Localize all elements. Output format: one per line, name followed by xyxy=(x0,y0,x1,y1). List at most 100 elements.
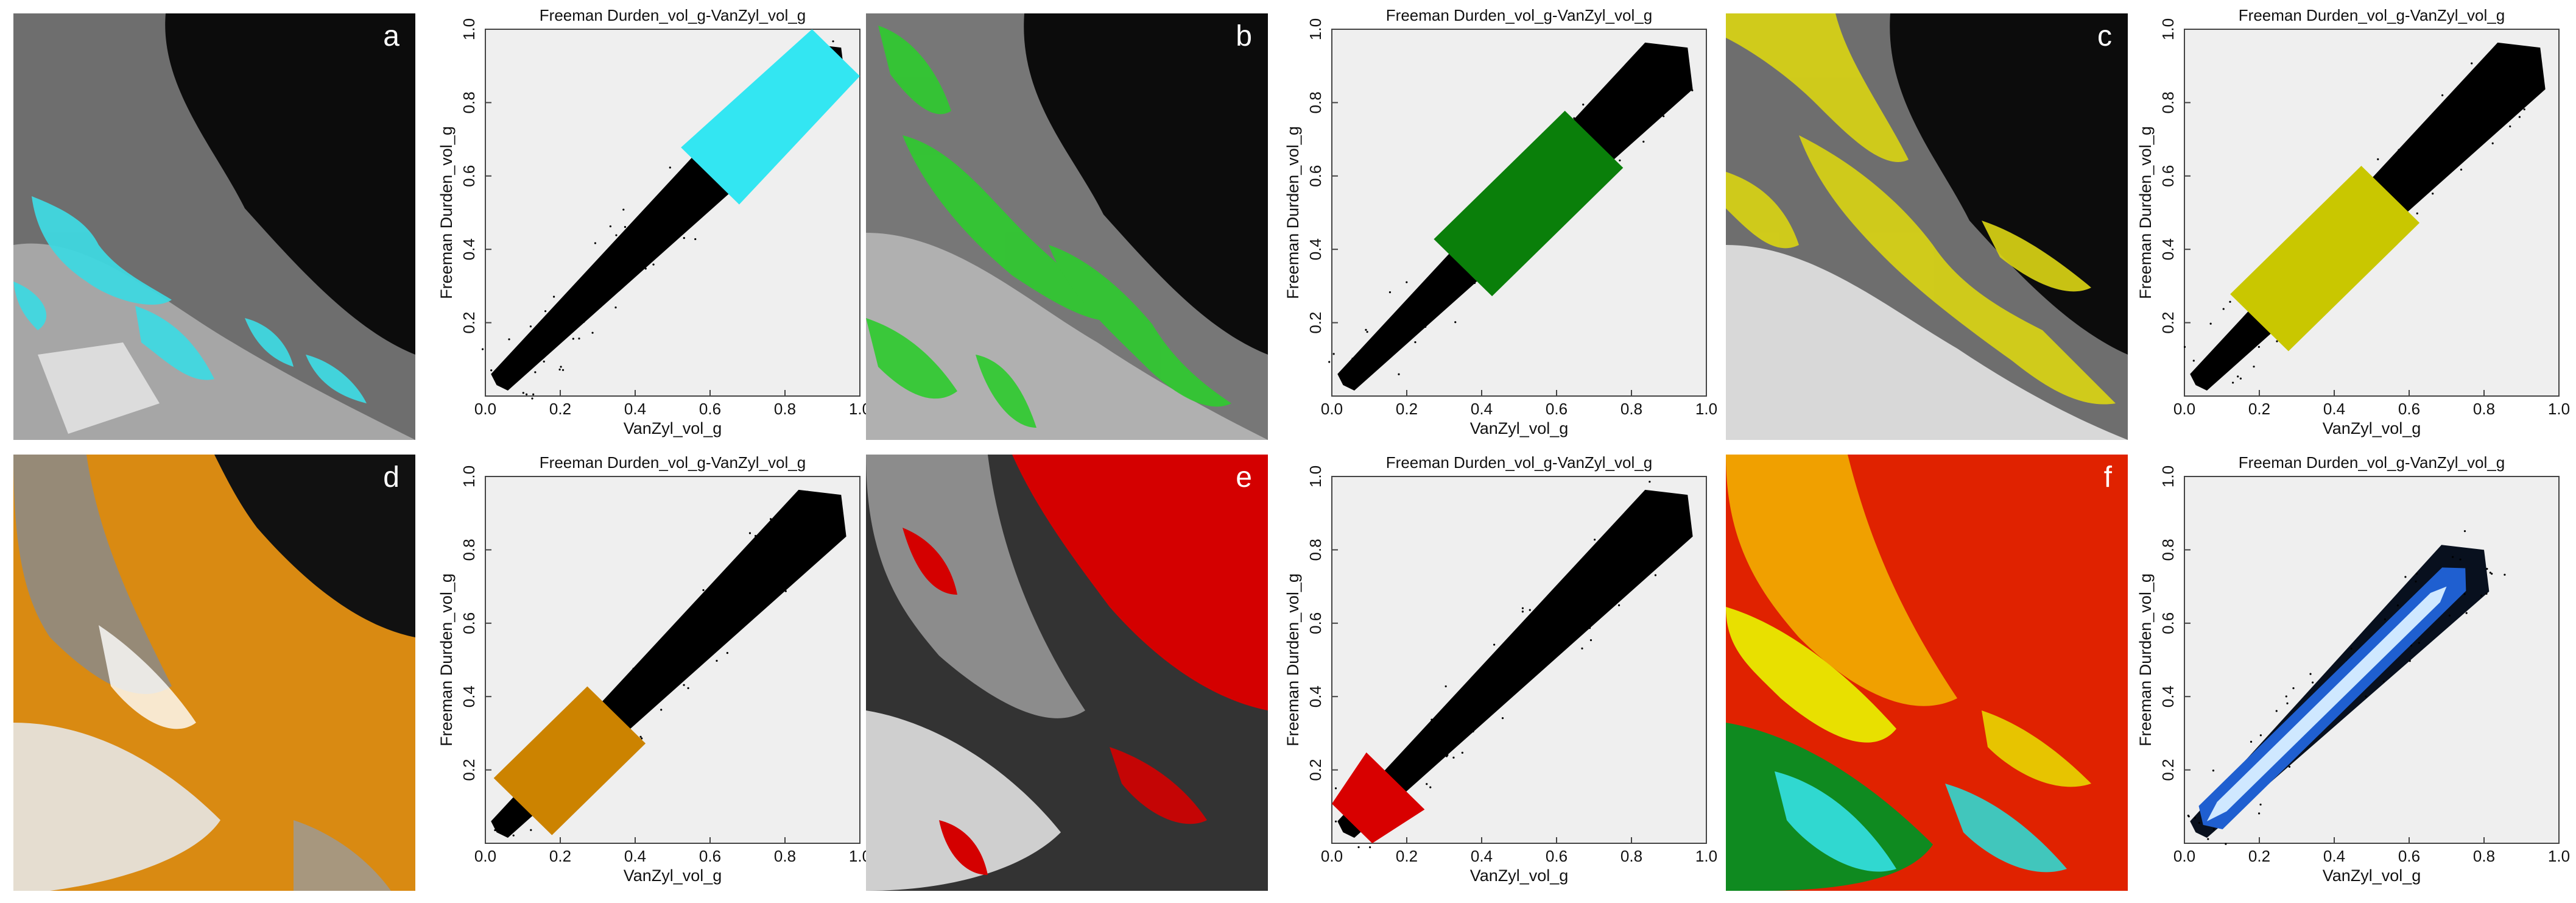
chart-title: Freeman Durden_vol_g-VanZyl_vol_g xyxy=(2239,6,2505,24)
outlier-point xyxy=(1501,717,1504,720)
outlier-point xyxy=(2523,108,2525,111)
outlier-point xyxy=(2430,124,2432,126)
outlier-point xyxy=(1606,567,1609,570)
y-tick-label: 0.2 xyxy=(460,312,478,334)
scatter-svg-d: Freeman Durden_vol_g-VanZyl_vol_g 0.0 0.2 0… xyxy=(437,453,871,885)
x-tick-label: 0.4 xyxy=(1471,400,1493,418)
outlier-point xyxy=(1658,504,1660,506)
outlier-point xyxy=(1597,126,1599,128)
outlier-point xyxy=(1452,286,1454,288)
x-tick-label: 0.4 xyxy=(1471,847,1493,865)
outlier-point xyxy=(1618,134,1621,137)
outlier-point xyxy=(655,205,658,207)
outlier-point xyxy=(2465,612,2468,614)
panel-letter-a: a xyxy=(383,20,399,52)
y-tick-label: 1.0 xyxy=(1306,18,1325,40)
outlier-point xyxy=(737,566,739,568)
outlier-point xyxy=(1672,517,1675,519)
outlier-point xyxy=(815,544,817,547)
outlier-point xyxy=(669,166,671,169)
outlier-point xyxy=(1636,63,1639,66)
y-tick-label: 1.0 xyxy=(2159,18,2177,40)
outlier-point xyxy=(1424,325,1427,328)
outlier-point xyxy=(826,508,828,511)
outlier-point xyxy=(612,692,615,695)
x-tick-label: 1.0 xyxy=(1695,400,1717,418)
outlier-point xyxy=(748,532,751,534)
outlier-point xyxy=(678,189,681,192)
outlier-point xyxy=(1457,710,1459,712)
outlier-point xyxy=(1426,783,1428,785)
outlier-point xyxy=(644,668,647,671)
outlier-point xyxy=(552,296,555,298)
outlier-point xyxy=(738,567,741,570)
outlier-point xyxy=(1649,480,1651,483)
outlier-point xyxy=(1425,747,1427,749)
outlier-point xyxy=(2418,642,2420,644)
outlier-point xyxy=(2228,339,2231,341)
y-tick-label: 0.8 xyxy=(460,91,478,113)
class-overlay-b xyxy=(866,26,1231,428)
outlier-point xyxy=(1613,132,1615,134)
outlier-point xyxy=(544,310,547,313)
outlier-point xyxy=(2455,114,2458,116)
outlier-point xyxy=(2232,381,2234,384)
y-axis-label: Freeman Durden_vol_g xyxy=(437,573,456,746)
outlier-point xyxy=(2209,322,2212,325)
y-tick-label: 0.2 xyxy=(1306,312,1325,334)
outlier-point xyxy=(1402,305,1405,308)
x-axis-label: VanZyl_vol_g xyxy=(1470,866,1569,885)
outlier-point xyxy=(636,232,638,235)
y-axis-label: Freeman Durden_vol_g xyxy=(1284,573,1302,746)
y-tick-label: 1.0 xyxy=(460,18,478,40)
y-tick-label: 0.4 xyxy=(2159,685,2177,707)
scatter-svg-f: Freeman Durden_vol_g-VanZyl_vol_g 0.0 0.2 0… xyxy=(2136,453,2570,885)
outlier-point xyxy=(589,272,591,274)
outlier-point xyxy=(1434,284,1436,286)
outlier-point xyxy=(531,397,533,400)
y-tick-label: 0.2 xyxy=(2159,312,2177,334)
outlier-point xyxy=(1619,159,1621,161)
outlier-point xyxy=(560,300,563,303)
y-tick-label: 0.4 xyxy=(460,238,478,260)
outlier-point xyxy=(1366,331,1368,333)
density-band-core xyxy=(2206,586,2447,821)
outlier-point xyxy=(2404,186,2407,188)
panel-letter-f: f xyxy=(2103,461,2112,494)
outlier-point xyxy=(676,198,679,201)
outlier-point xyxy=(694,238,697,241)
y-tick-label: 0.6 xyxy=(2159,165,2177,187)
outlier-point xyxy=(729,570,731,573)
outlier-point xyxy=(2504,573,2506,576)
outlier-point xyxy=(2463,530,2466,533)
y-axis-label: Freeman Durden_vol_g xyxy=(437,126,456,299)
outlier-point xyxy=(2419,154,2422,157)
y-tick-label: 0.6 xyxy=(2159,612,2177,634)
scatter-plot-a: Freeman Durden_vol_g-VanZyl_vol_g 0.0 0.2 0… xyxy=(434,0,872,442)
outlier-point xyxy=(653,216,656,218)
outlier-point xyxy=(2404,576,2407,578)
scatter-plot-b: Freeman Durden_vol_g-VanZyl_vol_g 0.0 0.2 0… xyxy=(1280,0,1719,442)
outlier-point xyxy=(1632,578,1635,580)
outlier-point xyxy=(678,234,680,236)
outlier-point xyxy=(529,325,532,328)
x-axis-label: VanZyl_vol_g xyxy=(2323,419,2421,437)
x-tick-label: 0.2 xyxy=(549,847,571,865)
outlier-point xyxy=(1617,528,1620,531)
outlier-point xyxy=(674,197,677,200)
outlier-point xyxy=(2212,827,2215,830)
outlier-point xyxy=(626,250,629,252)
outlier-point xyxy=(591,331,594,334)
panel-letter-e: e xyxy=(1236,461,1252,494)
outlier-point xyxy=(1602,588,1605,590)
outlier-point xyxy=(2225,843,2227,845)
outlier-point xyxy=(2502,94,2504,96)
outlier-point xyxy=(639,735,642,738)
outlier-point xyxy=(702,589,705,592)
outlier-point xyxy=(797,514,800,517)
outlier-point xyxy=(1365,328,1367,331)
outlier-point xyxy=(1473,282,1476,285)
outlier-point xyxy=(543,360,545,363)
outlier-point xyxy=(2286,702,2289,704)
outlier-point xyxy=(2441,94,2444,96)
